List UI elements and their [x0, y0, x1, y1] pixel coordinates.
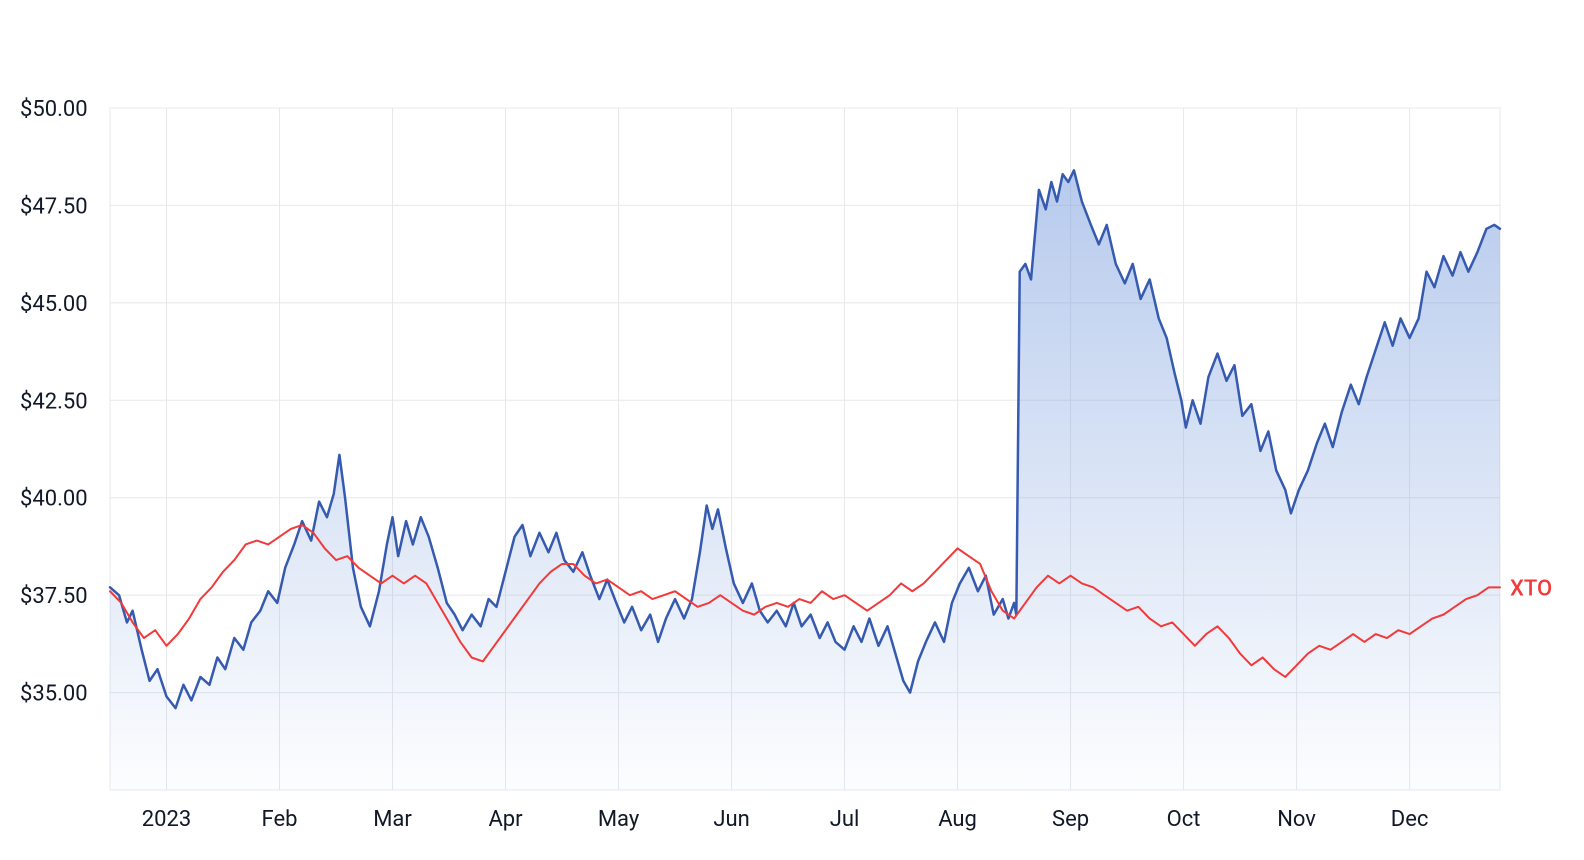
- x-tick-label: Sep: [1052, 807, 1089, 832]
- y-tick-label: $45.00: [20, 292, 88, 317]
- x-tick-label: Jul: [830, 807, 860, 832]
- x-tick-label: Oct: [1167, 807, 1201, 832]
- y-tick-label: $40.00: [20, 487, 88, 512]
- x-tick-label: Dec: [1391, 807, 1429, 832]
- y-tick-label: $50.00: [20, 97, 88, 122]
- y-tick-label: $37.50: [20, 584, 88, 609]
- series-label-xto: XTO: [1510, 576, 1552, 601]
- x-tick-label: Jun: [713, 807, 749, 832]
- x-tick-label: Aug: [938, 807, 977, 832]
- x-tick-label: Feb: [262, 807, 298, 832]
- y-tick-label: $47.50: [20, 194, 88, 219]
- x-tick-label: Nov: [1277, 807, 1316, 832]
- x-tick-label: Mar: [373, 807, 412, 832]
- y-tick-label: $42.50: [20, 389, 88, 414]
- x-tick-label: May: [598, 807, 640, 832]
- chart-canvas: $35.00 $37.50 $40.00 $42.50 $45.00 $47.50 $50.…: [0, 0, 1584, 860]
- x-tick-label: 2023: [142, 807, 191, 832]
- x-tick-label: Apr: [488, 807, 523, 832]
- y-tick-label: $35.00: [20, 682, 88, 707]
